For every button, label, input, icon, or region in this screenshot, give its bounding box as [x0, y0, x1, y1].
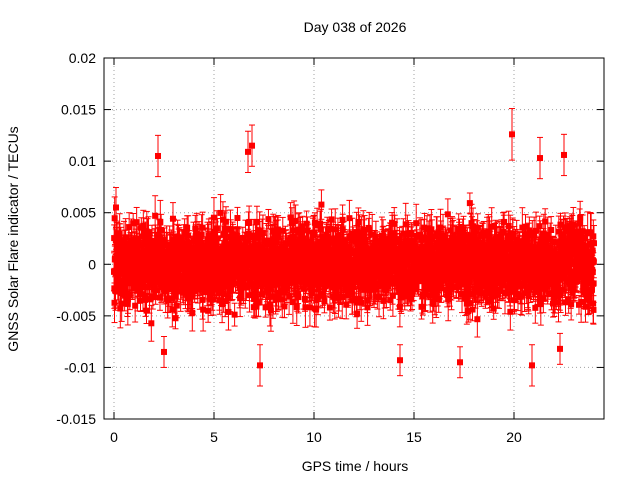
square-marker — [124, 296, 131, 303]
square-marker — [156, 294, 163, 301]
square-marker — [117, 290, 124, 297]
square-marker — [118, 270, 125, 277]
data-point — [148, 304, 155, 342]
square-marker — [143, 307, 150, 314]
square-marker — [237, 295, 244, 302]
square-marker — [112, 204, 119, 211]
square-marker — [155, 277, 162, 284]
square-marker — [184, 224, 191, 231]
square-marker — [130, 284, 137, 291]
square-marker — [265, 216, 272, 223]
square-marker — [148, 320, 155, 327]
square-marker — [111, 215, 118, 222]
square-marker — [213, 225, 220, 232]
square-marker — [121, 285, 128, 292]
square-marker — [117, 305, 124, 312]
square-marker — [234, 214, 241, 221]
square-marker — [111, 299, 118, 306]
square-marker — [142, 233, 149, 240]
square-marker — [158, 227, 165, 234]
square-marker — [152, 212, 159, 219]
square-marker — [231, 311, 238, 318]
square-marker — [146, 296, 153, 303]
square-marker — [115, 284, 122, 291]
square-marker — [253, 218, 260, 225]
data-point — [231, 302, 238, 327]
chart-title: Day 038 of 2026 — [304, 19, 407, 35]
square-marker — [126, 224, 133, 231]
square-marker — [116, 240, 123, 247]
square-marker — [137, 297, 144, 304]
data-point — [234, 206, 241, 230]
square-marker — [157, 218, 164, 225]
square-marker — [122, 234, 129, 241]
square-marker — [205, 307, 212, 314]
data-series — [111, 108, 597, 387]
square-marker — [132, 302, 139, 309]
square-marker — [133, 219, 140, 226]
square-marker — [123, 252, 130, 259]
square-marker — [210, 214, 217, 221]
